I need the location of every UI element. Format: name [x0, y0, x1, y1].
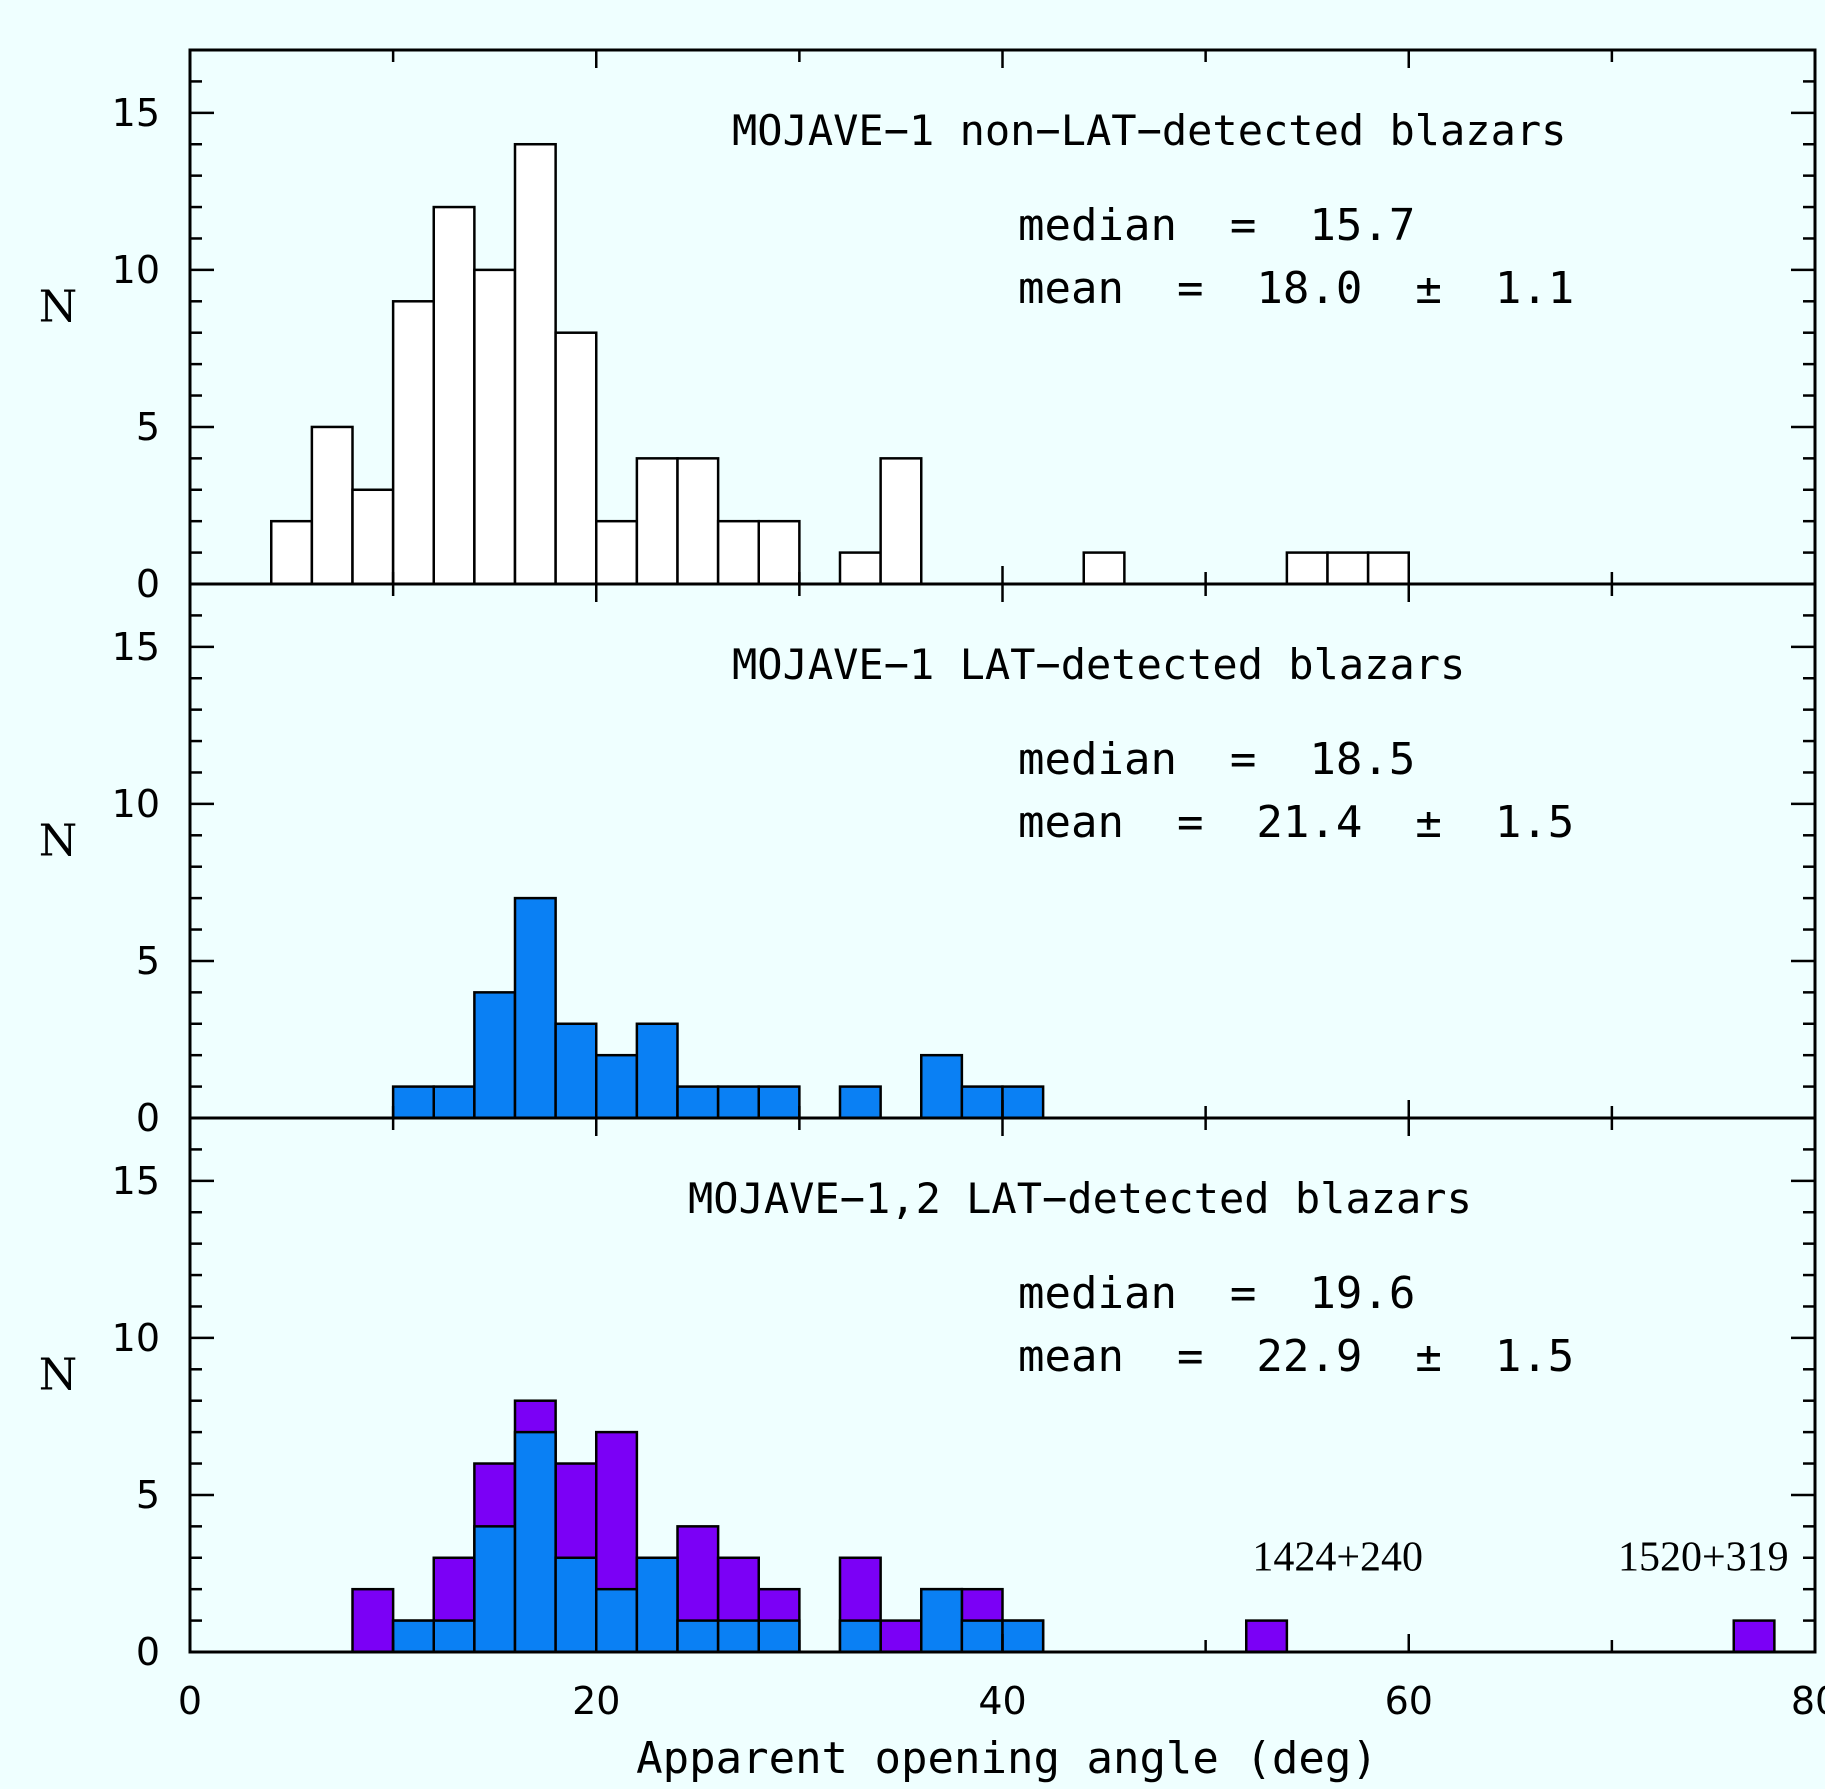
y-tick-label: 5: [136, 405, 160, 449]
bar: [595, 1053, 639, 1120]
bar: [920, 1587, 964, 1654]
bar: [554, 331, 598, 586]
median-text: median = 19.6: [1018, 1268, 1415, 1319]
mean-text: mean = 22.9 ± 1.5: [1018, 1331, 1574, 1382]
y-tick-label: 5: [136, 939, 160, 983]
bar: [920, 1053, 964, 1120]
panel-3: 0 5 10 15 N MOJAVE−1,2 LAT−detected blazars me…: [39, 1116, 1817, 1674]
bar: [513, 142, 557, 586]
bar: [838, 551, 882, 586]
panel-1: 0 5 10 15 N MOJAVE−1 non−LAT−detected blazars…: [39, 48, 1817, 606]
bar: [716, 1085, 760, 1120]
bar: [432, 205, 476, 586]
bar: [635, 1022, 679, 1120]
y-tick-label: 10: [112, 1316, 160, 1360]
y-tick-label: 5: [136, 1473, 160, 1517]
bar: [635, 1556, 679, 1654]
y-axis-label: N: [39, 281, 78, 332]
bar: [351, 1587, 395, 1654]
bar: [513, 896, 557, 1120]
bar: [554, 1022, 598, 1120]
bar: [1285, 551, 1329, 586]
bar: [879, 457, 923, 586]
bar: [676, 1085, 720, 1120]
bar: [716, 1619, 760, 1654]
bar: [432, 1619, 476, 1654]
panel-title: MOJAVE−1 non−LAT−detected blazars: [732, 106, 1566, 155]
y-tick-label: 10: [112, 248, 160, 292]
bar: [473, 1525, 517, 1654]
bar: [473, 991, 517, 1120]
source-annotation: 1424+240: [1252, 1534, 1423, 1580]
mean-text: mean = 18.0 ± 1.1: [1018, 263, 1574, 314]
x-tick-label: 80: [1791, 1679, 1825, 1723]
y-axis-label: N: [39, 815, 78, 866]
bar: [757, 519, 801, 586]
bar: [838, 1085, 882, 1120]
panels-group: 0 5 10 15 N MOJAVE−1 non−LAT−detected blazars…: [39, 48, 1825, 1723]
x-tick-label: 60: [1385, 1679, 1433, 1723]
y-tick-label: 0: [136, 1096, 160, 1140]
x-tick-label: 0: [178, 1679, 202, 1723]
x-tick-label: 20: [572, 1679, 620, 1723]
y-axis-label: N: [39, 1349, 78, 1400]
y-tick-label: 0: [136, 1630, 160, 1674]
x-axis-label: Apparent opening angle (deg): [636, 1733, 1378, 1784]
bar: [1326, 551, 1370, 586]
bar: [757, 1619, 801, 1654]
bar: [270, 519, 314, 586]
bar: [513, 1430, 557, 1654]
bar: [554, 1556, 598, 1654]
y-tick-label: 0: [136, 562, 160, 606]
bar: [473, 268, 517, 586]
bar: [351, 488, 395, 586]
bar: [676, 457, 720, 586]
bar: [716, 519, 760, 586]
bar: [879, 1619, 923, 1654]
bar: [432, 1085, 476, 1120]
panel-title: MOJAVE−1 LAT−detected blazars: [732, 640, 1465, 689]
bar: [838, 1619, 882, 1654]
bar: [391, 1619, 435, 1654]
bar: [757, 1085, 801, 1120]
panel-title: MOJAVE−1,2 LAT−detected blazars: [688, 1174, 1472, 1223]
y-tick-label: 15: [112, 625, 160, 669]
bar: [1001, 1619, 1045, 1654]
bar: [595, 1587, 639, 1654]
bar: [391, 1085, 435, 1120]
bar: [960, 1619, 1004, 1654]
bar: [676, 1619, 720, 1654]
bar: [1732, 1619, 1776, 1654]
x-tick-label: 40: [978, 1679, 1026, 1723]
source-annotation: 1520+319: [1618, 1534, 1789, 1580]
mean-text: mean = 21.4 ± 1.5: [1018, 797, 1574, 848]
bar: [960, 1085, 1004, 1120]
median-text: median = 15.7: [1018, 200, 1415, 251]
bar: [310, 425, 354, 586]
y-tick-label: 10: [112, 782, 160, 826]
y-tick-label: 15: [112, 91, 160, 135]
bar: [1366, 551, 1410, 586]
bar: [1001, 1085, 1045, 1120]
bar: [595, 519, 639, 586]
bar: [1082, 551, 1126, 586]
bar: [1245, 1619, 1289, 1654]
median-text: median = 18.5: [1018, 734, 1415, 785]
bar: [635, 457, 679, 586]
bar: [391, 300, 435, 586]
y-tick-label: 15: [112, 1159, 160, 1203]
